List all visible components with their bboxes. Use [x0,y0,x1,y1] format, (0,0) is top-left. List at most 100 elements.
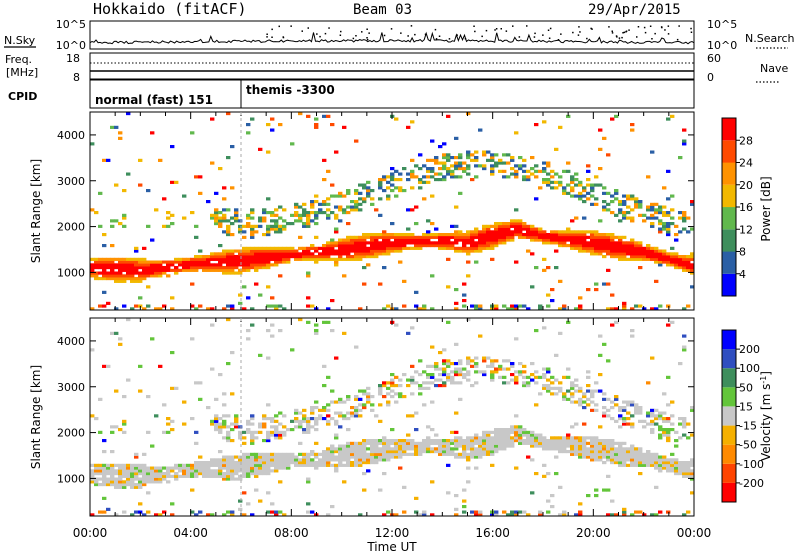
power-cell [458,167,463,171]
power-cell [378,233,383,237]
velocity-cell [166,430,171,434]
power-cell [270,213,275,217]
power-cell [226,224,231,228]
velocity-cell [534,375,539,379]
velocity-cell [166,480,171,484]
velocity-cell [134,463,139,467]
velocity-cell [118,469,123,473]
velocity-cell [218,417,223,421]
velocity-cell [682,466,687,470]
velocity-cell [474,362,479,366]
nave-label: Nave [760,62,788,75]
nsearch-point [608,26,610,28]
power-cell [594,235,599,239]
velocity-cell [122,419,127,423]
power-cell [134,279,139,283]
power-cell [146,285,151,289]
power-cell [386,244,391,248]
power-cell [506,235,511,239]
power-cell [482,164,487,168]
velocity-cell [626,417,631,421]
power-cell [462,161,467,165]
velocity-cell [326,419,331,423]
time-tick-label: 08:00 [274,526,309,540]
velocity-cell [298,458,303,462]
velocity-cell [610,400,615,404]
time-tick-label: 00:00 [73,526,108,540]
power-cell [258,219,263,223]
velocity-cell [142,477,147,481]
velocity-cell [538,444,543,448]
velocity-cell [590,400,595,404]
velocity-cell [430,439,435,443]
velocity-cell [626,450,631,454]
velocity-cell [514,436,519,440]
power-cell [402,233,407,237]
velocity-cell [198,397,203,401]
velocity-cell [514,466,519,470]
velocity-cell [534,370,539,374]
velocity-cell [598,389,603,393]
power-cell [354,202,359,206]
power-cell [270,117,275,121]
power-cell [690,200,695,204]
power-cell [170,145,175,149]
velocity-cell [354,444,359,448]
velocity-cell [230,428,235,432]
velocity-cell [274,433,279,437]
power-cell [206,266,211,270]
power-cell [454,156,459,160]
velocity-cell [230,513,235,517]
velocity-cell [606,447,611,451]
velocity-cell [306,480,311,484]
power-cell [274,219,279,223]
velocity-cell [270,455,275,459]
velocity-cell [330,450,335,454]
power-cell [578,244,583,248]
velocity-cell [586,447,591,451]
power-cell [434,172,439,176]
velocity-cell [314,400,319,404]
power-cell [206,268,211,272]
power-cell [590,194,595,198]
power-cell [558,244,563,248]
power-cell [278,123,283,127]
velocity-cell [614,513,619,517]
velocity-cell [198,472,203,476]
velocity-cell [626,458,631,462]
velocity-cell [122,469,127,473]
power-cell [334,150,339,154]
velocity-cell [138,480,143,484]
velocity-cell [638,510,643,514]
velocity-cell [422,441,427,445]
power-cell [110,224,115,228]
power-cell [178,260,183,264]
power-cell [638,257,643,261]
velocity-cell [430,450,435,454]
power-cell [122,266,127,270]
power-cell [682,211,687,215]
velocity-cell [602,488,607,492]
velocity-cell [302,461,307,465]
velocity-cell [466,480,471,484]
velocity-cell [578,513,583,517]
velocity-cell [362,441,367,445]
power-cell [610,235,615,239]
power-cell [590,235,595,239]
velocity-cell [130,485,135,489]
velocity-cell [438,373,443,377]
power-cell [510,219,515,223]
velocity-cell [354,455,359,459]
velocity-cell [370,441,375,445]
power-cell [534,197,539,201]
velocity-cell [154,474,159,478]
power-cell [94,266,99,270]
velocity-cell [546,389,551,393]
velocity-cell [190,337,195,341]
velocity-cell [574,436,579,440]
power-cell [566,161,571,165]
power-cell [434,158,439,162]
power-cell [282,255,287,259]
velocity-cell [598,373,603,377]
velocity-cell [394,513,399,517]
